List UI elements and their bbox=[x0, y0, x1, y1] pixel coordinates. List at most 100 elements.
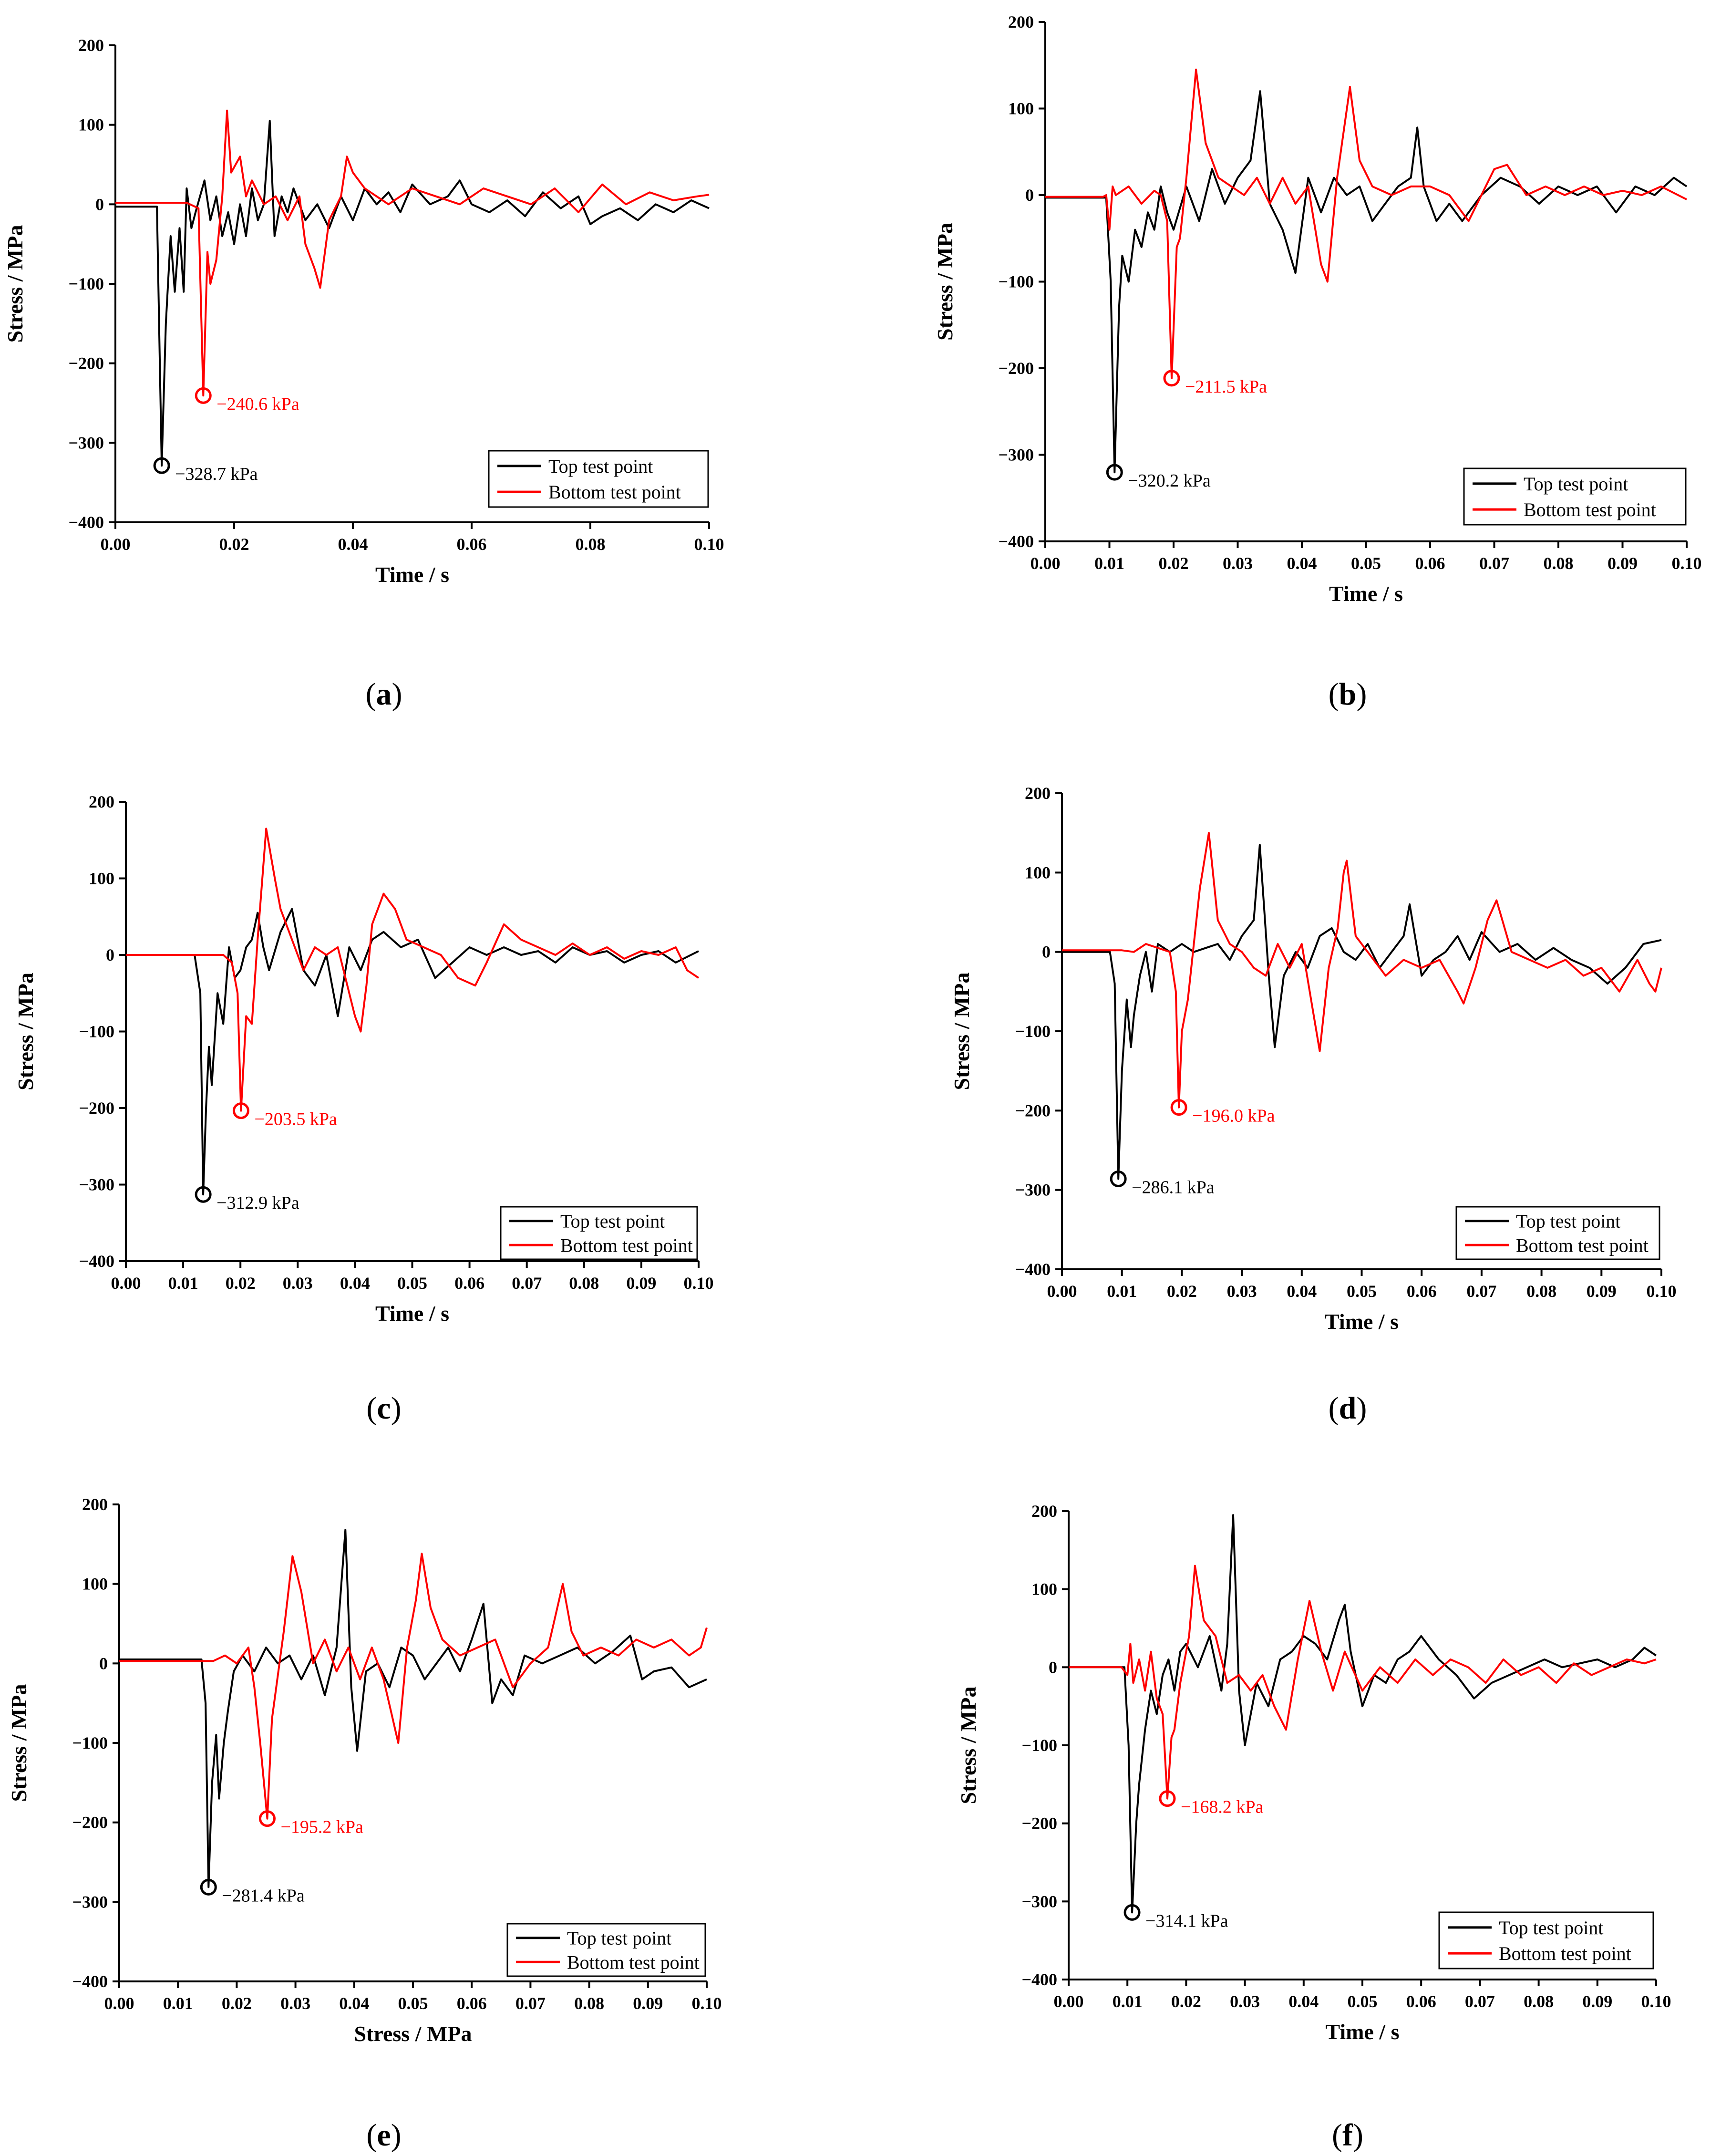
x-tick-label: 0.10 bbox=[694, 535, 724, 554]
y-tick-label: −300 bbox=[998, 446, 1034, 465]
panel-caption: (f) bbox=[1332, 2118, 1363, 2153]
x-tick-label: 0.02 bbox=[226, 1274, 256, 1293]
legend-box bbox=[1438, 1911, 1654, 1969]
panel-caption: (e) bbox=[366, 2118, 401, 2153]
x-tick-label: 0.00 bbox=[104, 1994, 134, 2013]
y-tick-label: −300 bbox=[79, 1175, 114, 1194]
series-line-bottom bbox=[1062, 832, 1662, 1109]
peak-annotation: −240.6 kPa bbox=[216, 394, 299, 414]
peak-marker bbox=[195, 1186, 212, 1203]
panel-caption: (b) bbox=[1329, 677, 1367, 712]
x-axis-title: Time / s bbox=[375, 562, 449, 587]
legend-box bbox=[500, 1206, 698, 1260]
peak-marker bbox=[258, 1810, 276, 1827]
y-tick-label: −200 bbox=[998, 359, 1034, 378]
x-tick-label: 0.01 bbox=[168, 1274, 198, 1293]
legend-box bbox=[506, 1923, 706, 1977]
peak-marker bbox=[1110, 1171, 1127, 1188]
x-tick-label: 0.01 bbox=[1107, 1282, 1137, 1301]
series-line-bottom bbox=[1069, 1565, 1657, 1800]
x-tick-label: 0.00 bbox=[1031, 554, 1061, 573]
peak-annotation: −195.2 kPa bbox=[280, 1817, 363, 1837]
y-tick-label: 200 bbox=[1008, 12, 1034, 31]
x-axis-title: Time / s bbox=[1325, 1309, 1399, 1334]
x-tick-label: 0.08 bbox=[1544, 554, 1574, 573]
legend-box bbox=[1463, 467, 1687, 526]
legend-label: Top test point bbox=[567, 1928, 671, 1949]
y-tick-label: −100 bbox=[68, 274, 104, 293]
peak-annotation: −203.5 kPa bbox=[254, 1109, 337, 1130]
peak-annotation: −286.1 kPa bbox=[1132, 1178, 1215, 1198]
x-tick-label: 0.03 bbox=[1230, 1992, 1260, 2011]
y-tick-label: −300 bbox=[68, 433, 104, 452]
chart-panel-c: 0.00 0.01 0.02 0.03 0.04 0.05 0.06 0.07 0.08 0.09… bbox=[13, 792, 714, 1426]
x-tick-label: 0.02 bbox=[1167, 1282, 1197, 1301]
series-line-top bbox=[115, 120, 710, 467]
x-tick-label: 0.03 bbox=[1227, 1282, 1257, 1301]
x-tick-label: 0.03 bbox=[283, 1274, 313, 1293]
y-tick-label: 0 bbox=[99, 1654, 108, 1673]
series-line-top bbox=[126, 908, 699, 1196]
x-tick-label: 0.04 bbox=[1287, 554, 1317, 573]
x-tick-label: 0.10 bbox=[1672, 554, 1702, 573]
y-tick-label: 0 bbox=[106, 945, 114, 964]
y-tick-label: −400 bbox=[998, 532, 1034, 551]
y-tick-label: 200 bbox=[1025, 784, 1051, 803]
x-axis-title: Stress / MPa bbox=[354, 2021, 472, 2046]
peak-marker bbox=[232, 1102, 249, 1119]
chart-panel-f: 0.00 0.01 0.02 0.03 0.04 0.05 0.06 0.07 0.08 0.09… bbox=[956, 1502, 1671, 2153]
peak-annotation: −211.5 kPa bbox=[1185, 377, 1267, 397]
legend-label: Bottom test point bbox=[1524, 499, 1656, 520]
x-tick-label: 0.01 bbox=[1113, 1992, 1143, 2011]
series-line-top bbox=[119, 1529, 707, 1888]
y-tick-label: −200 bbox=[68, 354, 104, 373]
legend-label: Top test point bbox=[1516, 1211, 1620, 1232]
y-tick-label: 0 bbox=[95, 195, 104, 214]
y-tick-label: 100 bbox=[78, 115, 104, 135]
x-tick-label: 0.05 bbox=[397, 1274, 427, 1293]
y-tick-label: −400 bbox=[72, 1972, 108, 1991]
y-tick-label: −100 bbox=[998, 272, 1034, 291]
x-axis-title: Time / s bbox=[375, 1301, 449, 1326]
x-tick-label: 0.03 bbox=[280, 1994, 310, 2013]
x-tick-label: 0.08 bbox=[576, 535, 606, 554]
series-line-top bbox=[1062, 844, 1662, 1180]
x-tick-label: 0.06 bbox=[457, 535, 487, 554]
x-tick-label: 0.09 bbox=[1587, 1282, 1617, 1301]
series-line-top bbox=[1045, 90, 1688, 474]
y-tick-label: −200 bbox=[1021, 1814, 1057, 1833]
legend-label: Bottom test point bbox=[1499, 1943, 1631, 1964]
x-tick-label: 0.09 bbox=[633, 1994, 663, 2013]
y-tick-label: −100 bbox=[79, 1022, 114, 1041]
chart-panel-d: 0.00 0.01 0.02 0.03 0.04 0.05 0.06 0.07 0.08 0.09… bbox=[949, 784, 1677, 1426]
x-tick-label: 0.10 bbox=[684, 1274, 714, 1293]
peak-marker bbox=[1123, 1904, 1141, 1921]
x-tick-label: 0.10 bbox=[1641, 1992, 1671, 2011]
legend-label: Bottom test point bbox=[548, 481, 681, 503]
panel-caption: (d) bbox=[1329, 1391, 1367, 1426]
legend-label: Top test point bbox=[560, 1211, 665, 1232]
legend-label: Bottom test point bbox=[560, 1234, 693, 1256]
series-line-bottom bbox=[1045, 68, 1687, 379]
y-tick-label: −100 bbox=[1021, 1736, 1057, 1755]
y-tick-label: −100 bbox=[72, 1733, 108, 1752]
x-tick-label: 0.04 bbox=[1288, 1992, 1319, 2011]
x-tick-label: 0.03 bbox=[1223, 554, 1253, 573]
peak-marker bbox=[1106, 464, 1123, 481]
y-tick-label: 200 bbox=[89, 792, 114, 811]
x-tick-label: 0.05 bbox=[1351, 554, 1381, 573]
chart-panel-b: 0.00 0.01 0.02 0.03 0.04 0.05 0.06 0.07 0.08 0.09… bbox=[933, 12, 1702, 712]
peak-annotation: −281.4 kPa bbox=[222, 1886, 305, 1906]
y-tick-label: 100 bbox=[1031, 1580, 1057, 1599]
x-tick-label: 0.05 bbox=[1347, 1282, 1377, 1301]
y-axis-title: Stress / MPa bbox=[13, 973, 38, 1090]
x-tick-label: 0.00 bbox=[1047, 1282, 1077, 1301]
x-tick-label: 0.10 bbox=[1647, 1282, 1677, 1301]
x-tick-label: 0.06 bbox=[1415, 554, 1445, 573]
x-tick-label: 0.04 bbox=[340, 1274, 370, 1293]
x-tick-label: 0.10 bbox=[692, 1994, 722, 2013]
peak-annotation: −314.1 kPa bbox=[1145, 1911, 1228, 1931]
peak-marker bbox=[1159, 1790, 1176, 1807]
series-line-bottom bbox=[115, 109, 710, 397]
